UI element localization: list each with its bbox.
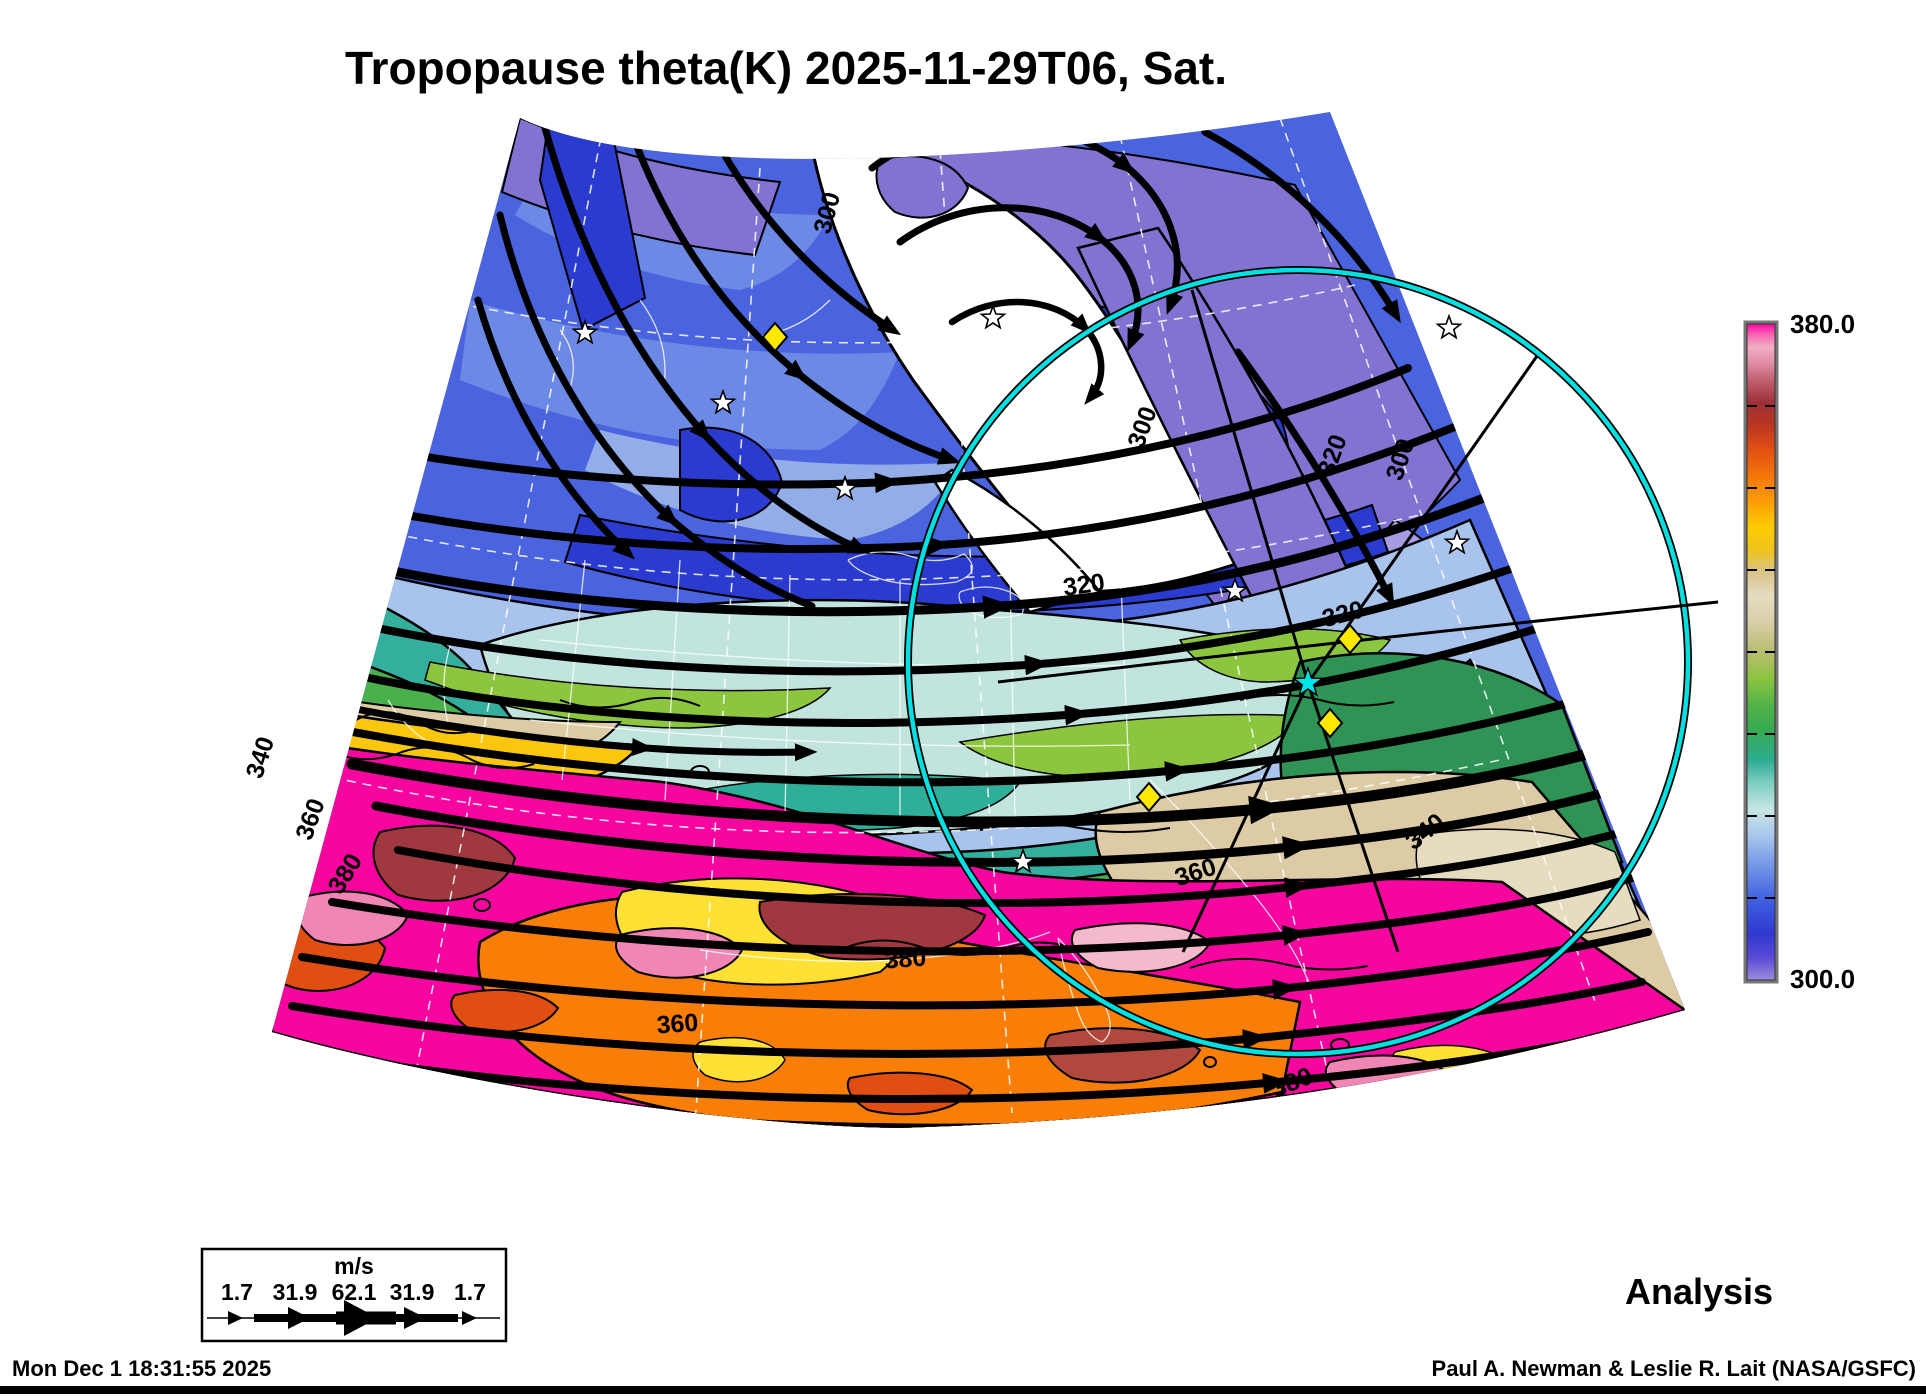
star-marker [1221, 576, 1249, 603]
star-marker [1443, 528, 1471, 555]
wind-legend-arrow-glyph [207, 1300, 500, 1336]
timestamp: Mon Dec 1 18:31:55 2025 [12, 1356, 271, 1381]
contour-label-360: 360 [290, 795, 331, 844]
map-fan [272, 112, 1685, 1128]
wind-legend-unit: m/s [334, 1253, 374, 1279]
streamlines [272, 118, 1684, 1128]
wind-legend-value: 62.1 [332, 1279, 377, 1305]
star-marker [979, 303, 1007, 330]
star-marker [831, 474, 859, 501]
diamond-marker [1336, 623, 1364, 655]
star-marker [571, 318, 599, 345]
wind-legend-value: 1.7 [221, 1279, 253, 1305]
star-marker [1009, 847, 1037, 874]
wind-legend-value: 31.9 [273, 1279, 318, 1305]
station-diamond-markers [761, 321, 1364, 813]
bottom-rule [0, 1386, 1926, 1394]
colorbar-ticks [1747, 405, 1775, 899]
star-marker [1435, 313, 1463, 340]
contour-label-320: 320 [1061, 568, 1106, 602]
colorbar-min-label: 300.0 [1790, 964, 1855, 994]
contour-label-340: 340 [241, 733, 281, 781]
star-marker [709, 388, 737, 415]
page-title: Tropopause theta(K) 2025-11-29T06, Sat. [345, 42, 1227, 94]
diamond-marker [1316, 707, 1344, 739]
diamond-marker [761, 321, 789, 353]
station-star-markers [571, 303, 1471, 874]
wind-speed-legend: m/s 1.7 31.9 62.1 31.9 1.7 [200, 1247, 508, 1343]
range-ring [904, 266, 1692, 1058]
analysis-label: Analysis [1625, 1271, 1773, 1312]
cyan-star-marker [1291, 665, 1325, 697]
wind-legend-value: 1.7 [454, 1279, 486, 1305]
diamond-marker [1135, 781, 1163, 813]
credit: Paul A. Newman & Leslie R. Lait (NASA/GS… [1432, 1356, 1916, 1381]
wind-legend-value: 31.9 [390, 1279, 435, 1305]
colorbar: 380.0 300.0 [1743, 309, 1855, 994]
colorbar-max-label: 380.0 [1790, 309, 1855, 339]
contour-label-360: 360 [656, 1009, 700, 1040]
contour-label-380: 380 [884, 944, 928, 975]
